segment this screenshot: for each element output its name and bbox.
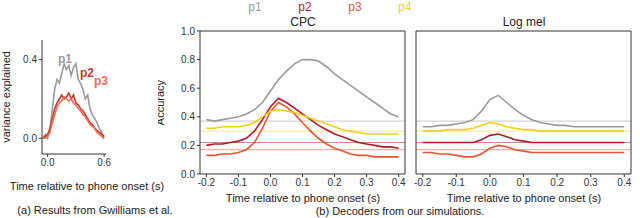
html-text:p3: p3 (94, 74, 108, 88)
html-text:Time relative to phone onset (: Time relative to phone onset (s) (225, 192, 381, 204)
svg-text:0.0: 0.0 (483, 177, 497, 188)
html-text:p4: p4 (398, 0, 412, 14)
html-text:Time relative to phone onset (: Time relative to phone onset (s) (9, 180, 165, 192)
html-text:CPC: CPC (290, 15, 316, 29)
svg-text:0.4: 0.4 (23, 54, 37, 65)
svg-text:0.3: 0.3 (360, 177, 374, 188)
svg-text:0.6: 0.6 (181, 83, 195, 94)
svg-text:0.0: 0.0 (264, 177, 278, 188)
svg-text:0.1: 0.1 (296, 177, 310, 188)
svg-text:0.3: 0.3 (584, 177, 598, 188)
svg-text:1.0: 1.0 (181, 26, 195, 37)
svg-text:Accuracy: Accuracy (158, 79, 166, 125)
svg-text:0.4: 0.4 (181, 111, 195, 122)
svg-text:0.1: 0.1 (517, 177, 531, 188)
svg-text:0.6: 0.6 (97, 157, 111, 168)
svg-text:variance explained: variance explained (8, 51, 12, 143)
svg-text:0.2: 0.2 (550, 177, 564, 188)
svg-text:-0.2: -0.2 (414, 177, 432, 188)
svg-text:0.0: 0.0 (41, 157, 55, 168)
html-text:Time relative to phone onset (: Time relative to phone onset (s) (446, 192, 602, 204)
html-text:p1: p1 (58, 52, 72, 66)
html-text:Log mel: Log mel (502, 15, 546, 29)
svg-text:-0.1: -0.1 (448, 177, 466, 188)
svg-text:-0.1: -0.1 (230, 177, 248, 188)
html-text:p1: p1 (248, 0, 262, 14)
svg-text:0.4: 0.4 (617, 177, 631, 188)
svg-text:0.8: 0.8 (181, 54, 195, 65)
svg-text:0.2: 0.2 (181, 140, 195, 151)
svg-text:0.4: 0.4 (392, 177, 406, 188)
html-text:(b) Decoders from our simulati: (b) Decoders from our simulations. (315, 205, 485, 217)
svg-text:-0.2: -0.2 (198, 177, 216, 188)
svg-text:0.0: 0.0 (23, 133, 37, 144)
html-text:(a) Results from Gwilliams et: (a) Results from Gwilliams et al. (17, 204, 173, 216)
html-text:p3: p3 (348, 0, 362, 14)
svg-text:0.2: 0.2 (328, 177, 342, 188)
html-text:p2: p2 (80, 66, 94, 80)
html-text:p2: p2 (298, 0, 312, 14)
svg-text:0.0: 0.0 (181, 169, 195, 180)
